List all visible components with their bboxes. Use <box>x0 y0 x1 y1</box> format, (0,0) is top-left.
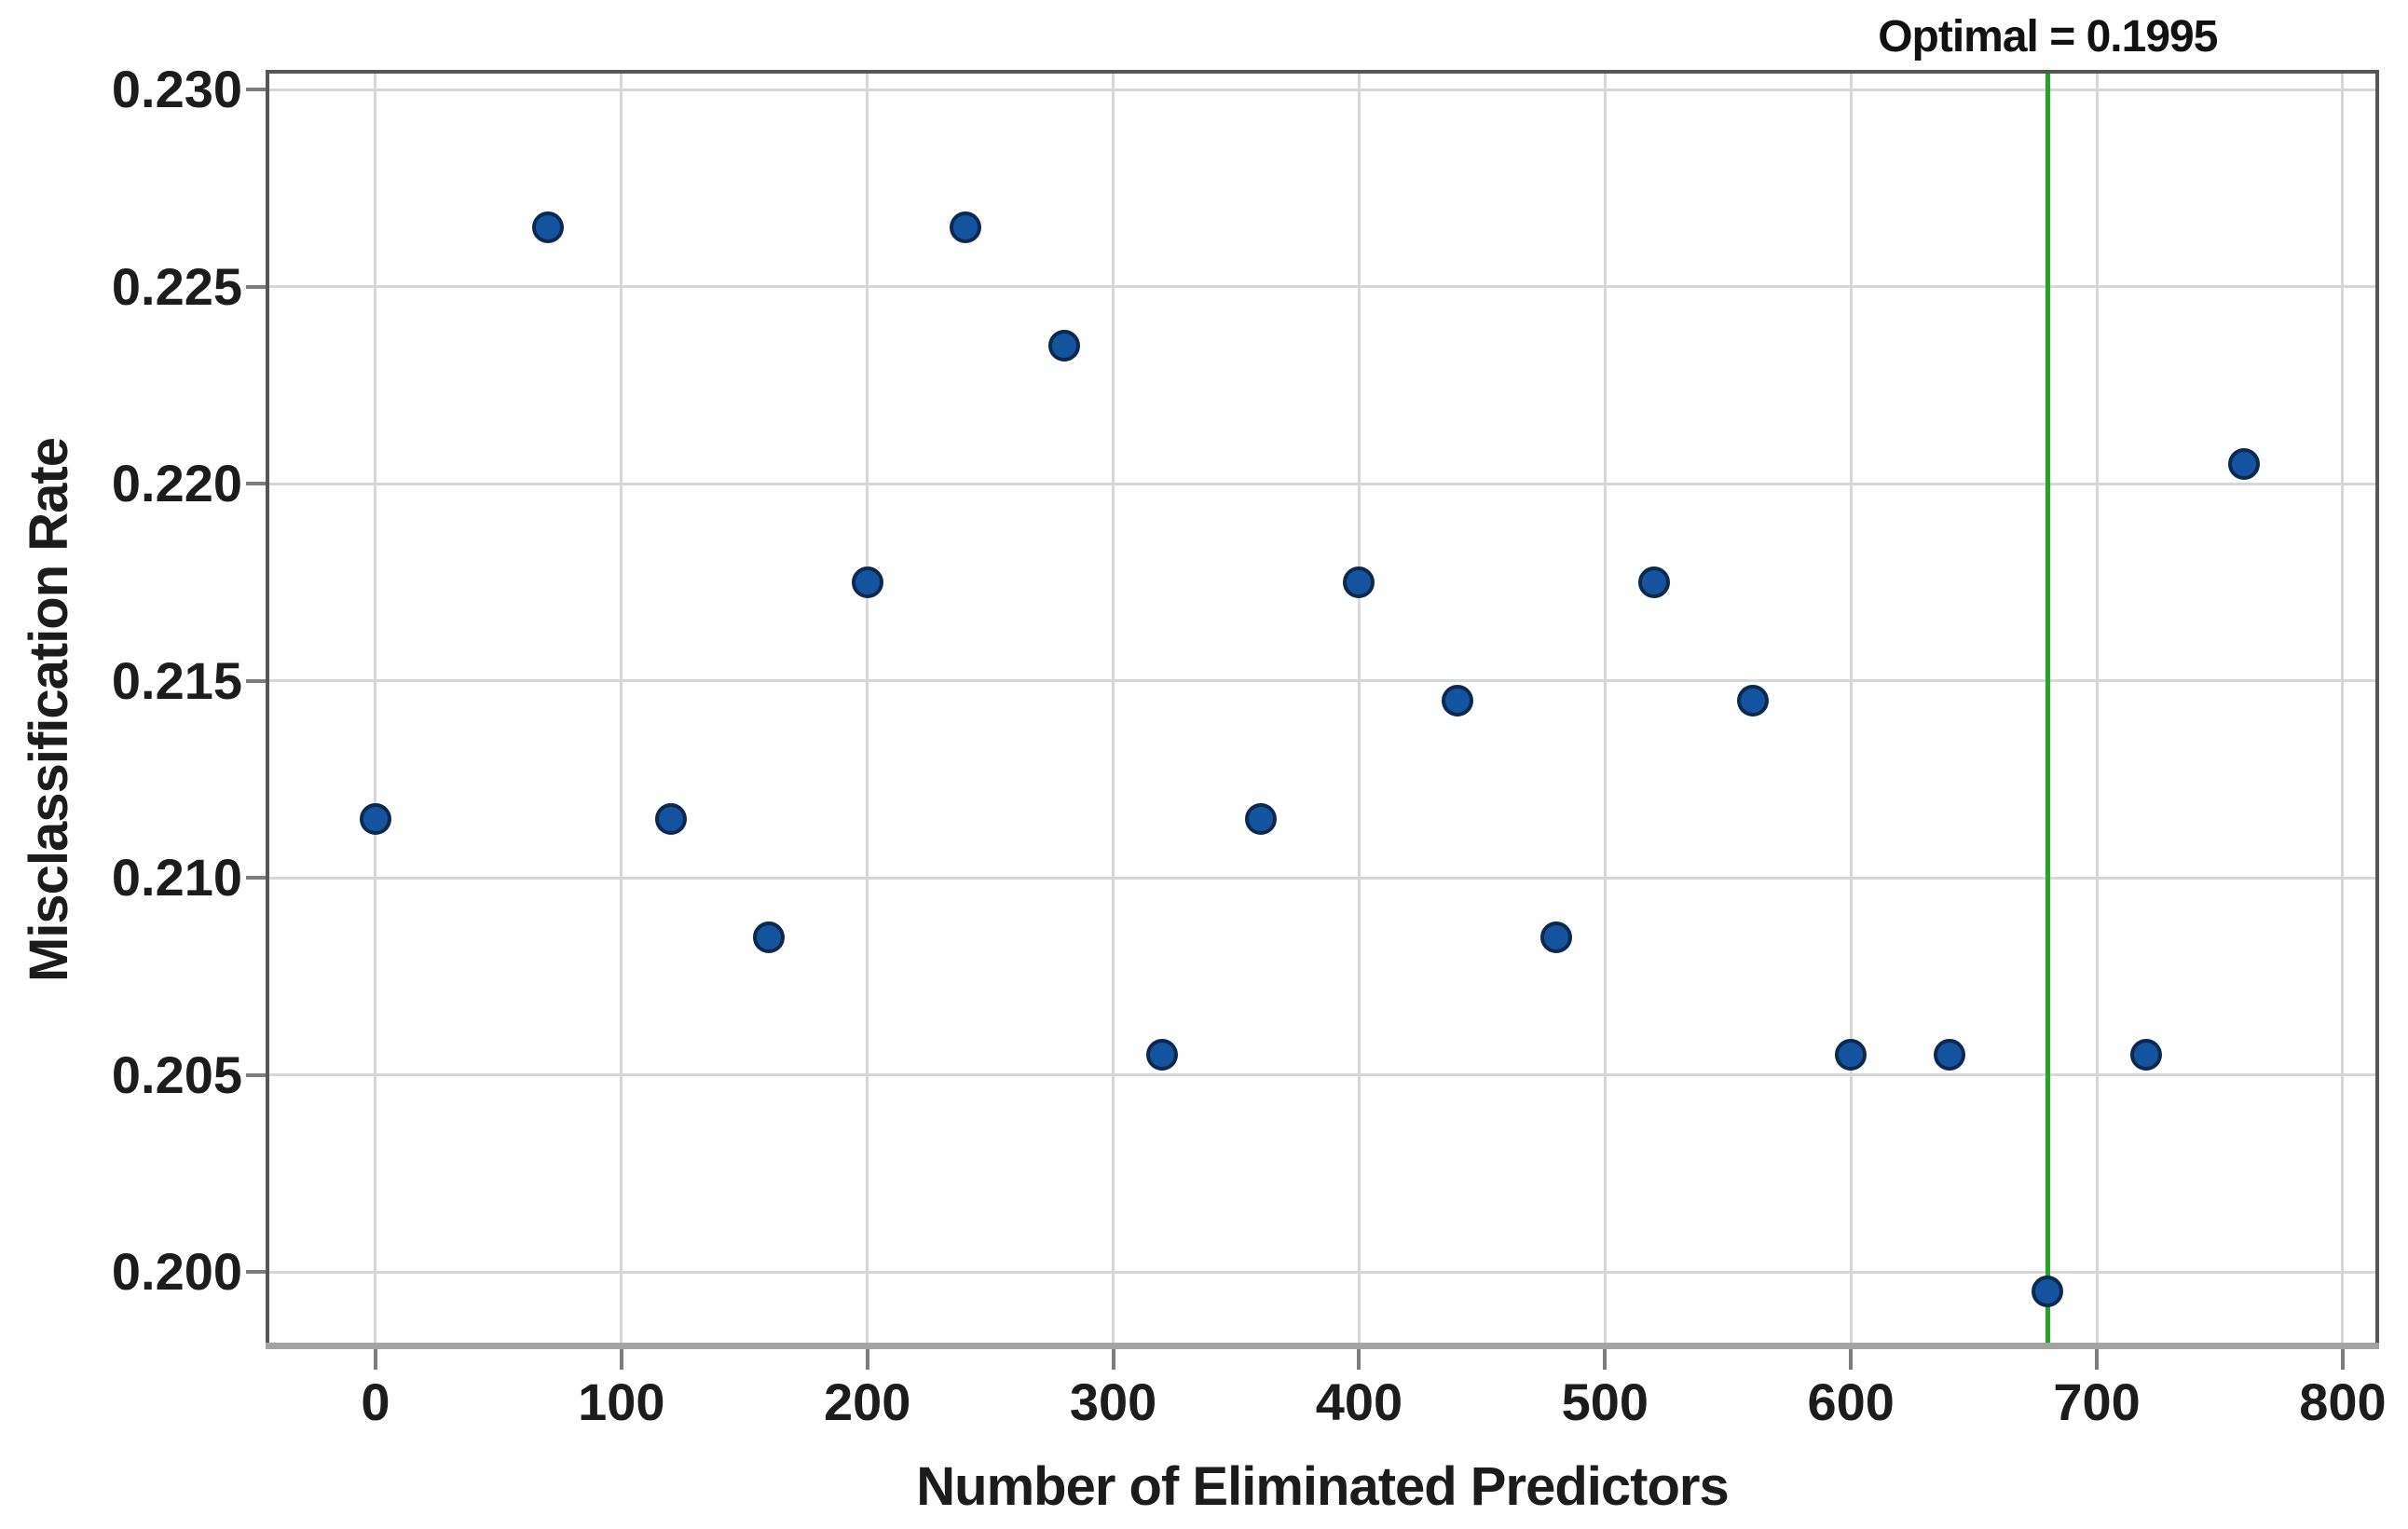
x-tick-mark <box>1849 1349 1854 1370</box>
x-tick-label: 400 <box>1315 1372 1403 1431</box>
plot-border-right <box>2375 70 2379 1349</box>
y-tick-label: 0.200 <box>111 1242 242 1302</box>
x-tick-label: 700 <box>2053 1372 2141 1431</box>
y-tick-label: 0.210 <box>111 848 242 908</box>
x-tick-label: 300 <box>1069 1372 1157 1431</box>
x-tick-label: 500 <box>1561 1372 1649 1431</box>
data-point <box>753 921 786 953</box>
x-tick-mark <box>619 1349 623 1370</box>
h-gridline <box>266 88 2379 91</box>
data-point <box>2129 1039 2162 1072</box>
y-tick-mark <box>246 1072 266 1077</box>
h-gridline <box>266 1073 2379 1077</box>
v-gridline <box>2095 70 2099 1349</box>
x-tick-mark <box>1357 1349 1361 1370</box>
data-point <box>1343 566 1375 598</box>
x-tick-mark <box>2340 1349 2345 1370</box>
v-gridline <box>1849 70 1853 1349</box>
x-tick-label: 600 <box>1807 1372 1895 1431</box>
v-gridline <box>1357 70 1361 1349</box>
x-tick-label: 100 <box>578 1372 665 1431</box>
y-tick-mark <box>246 88 266 92</box>
y-tick-label: 0.220 <box>111 454 242 513</box>
data-point <box>1539 921 1572 953</box>
data-point <box>359 802 391 835</box>
x-tick-label: 0 <box>361 1372 390 1431</box>
y-tick-label: 0.205 <box>111 1044 242 1104</box>
plot-area <box>266 70 2379 1349</box>
data-point <box>531 212 564 244</box>
data-point <box>1244 802 1277 835</box>
y-tick-mark <box>246 482 266 486</box>
x-tick-label: 200 <box>823 1372 911 1431</box>
plot-border-top <box>266 70 2379 74</box>
data-point <box>851 566 883 598</box>
data-point <box>1736 684 1769 717</box>
h-gridline <box>266 482 2379 485</box>
h-gridline <box>266 876 2379 880</box>
data-point <box>1835 1039 1868 1072</box>
v-gridline <box>374 70 377 1349</box>
h-gridline <box>266 285 2379 289</box>
x-tick-mark <box>373 1349 377 1370</box>
optimal-value-label: Optimal = 0.1995 <box>1878 12 2218 61</box>
y-tick-mark <box>246 678 266 683</box>
data-point <box>1933 1039 1965 1072</box>
x-tick-mark <box>865 1349 869 1370</box>
x-tick-mark <box>1603 1349 1608 1370</box>
data-point <box>950 212 982 244</box>
x-axis-title: Number of Eliminated Predictors <box>916 1456 1729 1517</box>
x-tick-mark <box>1111 1349 1115 1370</box>
data-point <box>1146 1039 1179 1072</box>
data-point <box>1047 330 1080 362</box>
x-axis-line <box>266 1343 2379 1349</box>
data-point <box>1441 684 1473 717</box>
plot-border-left <box>266 70 269 1349</box>
x-tick-mark <box>2095 1349 2100 1370</box>
data-point <box>2228 447 2261 480</box>
data-point <box>1638 566 1671 598</box>
y-tick-mark <box>246 1270 266 1275</box>
v-gridline <box>1112 70 1115 1349</box>
v-gridline <box>2341 70 2345 1349</box>
v-gridline <box>1603 70 1607 1349</box>
v-gridline <box>620 70 623 1349</box>
x-tick-label: 800 <box>2299 1372 2387 1431</box>
y-tick-mark <box>246 284 266 289</box>
h-gridline <box>266 1270 2379 1274</box>
h-gridline <box>266 679 2379 683</box>
y-tick-label: 0.230 <box>111 60 242 119</box>
data-point <box>2032 1276 2064 1308</box>
y-tick-label: 0.215 <box>111 650 242 710</box>
y-tick-mark <box>246 876 266 881</box>
data-point <box>654 802 687 835</box>
optimal-reference-line <box>2045 70 2050 1349</box>
y-tick-label: 0.225 <box>111 256 242 316</box>
v-gridline <box>866 70 869 1349</box>
